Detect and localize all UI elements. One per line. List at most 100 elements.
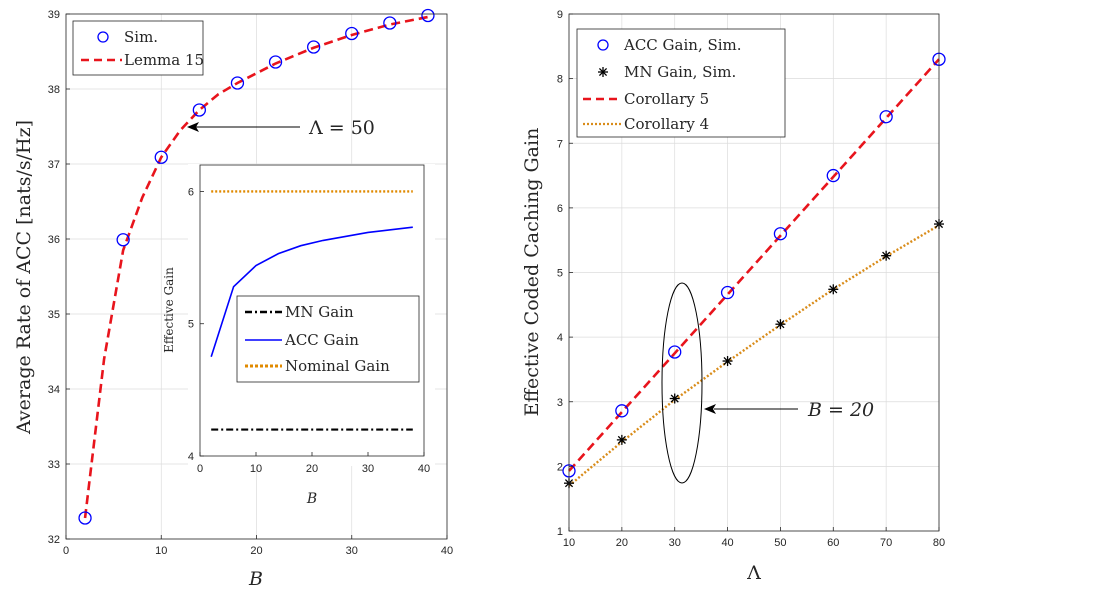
inset-x-tick-label: 40 xyxy=(418,463,430,475)
right-series-mn-gain-sim-point xyxy=(828,284,839,295)
legend-corollary5-label: Corollary 5 xyxy=(624,90,709,108)
inset-x-axis-label: B xyxy=(306,491,317,507)
inset-legend: MN Gain ACC Gain Nominal Gain xyxy=(236,295,420,383)
left-series-sim-point xyxy=(230,76,245,90)
legend-mn-sim-label: MN Gain, Sim. xyxy=(624,63,736,81)
inset-y-tick-label: 4 xyxy=(188,451,194,463)
right-series-mn-gain-sim-point xyxy=(775,319,786,330)
left-y-tick-label: 33 xyxy=(48,459,60,471)
right-x-tick-label: 60 xyxy=(827,537,839,549)
legend-lemma-label: Lemma 15 xyxy=(124,51,204,69)
right-x-tick-label: 80 xyxy=(933,537,945,549)
legend-sim-marker xyxy=(97,31,109,43)
legend-acc-sim-label: ACC Gain, Sim. xyxy=(623,36,742,54)
left-y-tick-label: 36 xyxy=(48,234,60,246)
right-series-mn-gain-sim-point-stroke xyxy=(617,435,626,444)
left-series-sim-point xyxy=(383,16,397,30)
inset-x-tick-label: 30 xyxy=(362,463,374,475)
legend-sim-label: Sim. xyxy=(124,28,158,46)
right-series-mn-gain-sim-point xyxy=(669,393,680,404)
lambda-arrow-head xyxy=(187,122,199,132)
left-x-tick-label: 10 xyxy=(155,545,167,557)
right-y-tick-label: 7 xyxy=(557,138,563,150)
left-x-ticks: 0 10 20 30 40 xyxy=(63,535,453,557)
right-y-tick-label: 1 xyxy=(557,526,563,538)
legend-acc-sim-marker xyxy=(597,39,609,51)
right-series-acc-gain-sim-point xyxy=(826,168,840,183)
left-y-tick-label: 38 xyxy=(48,84,60,96)
right-series-corollary-4-line xyxy=(568,224,940,487)
left-x-tick-label: 30 xyxy=(346,545,358,557)
right-series-acc-gain-sim-point xyxy=(879,110,893,124)
inset-legend-box xyxy=(236,295,420,383)
left-series-sim-point xyxy=(306,40,321,54)
right-y-ticks: 1 2 3 4 5 6 7 8 9 xyxy=(557,9,573,538)
inset-series xyxy=(210,190,413,431)
left-x-tick-label: 40 xyxy=(441,545,453,557)
inset-x-tick-label: 20 xyxy=(306,463,318,475)
lambda-annotation-text: Λ = 50 xyxy=(308,117,375,139)
left-series-sim-point xyxy=(154,150,168,164)
inset-y-axis-label: Effective Gain xyxy=(162,267,176,353)
right-chart: 10 20 30 40 50 60 70 80 1 2 3 4 5 6 7 8 9 Effective Cod… xyxy=(521,9,946,584)
legend-corollary4-label: Corollary 4 xyxy=(624,115,709,133)
right-x-tick-label: 10 xyxy=(563,537,575,549)
left-series-sim-point xyxy=(192,103,207,117)
right-series-mn-gain-sim-point xyxy=(722,356,733,367)
right-series-acc-gain-sim-point xyxy=(615,404,629,418)
right-y-tick-label: 5 xyxy=(557,268,563,280)
inset-x-ticks: 0 10 20 30 40 xyxy=(197,452,430,475)
right-y-tick-label: 2 xyxy=(557,461,563,473)
right-series-corollary-5-line xyxy=(568,58,940,472)
inset-legend-nominal-label: Nominal Gain xyxy=(285,357,390,375)
left-y-ticks: 32 33 34 35 36 37 38 39 xyxy=(48,9,70,546)
left-series xyxy=(78,8,435,525)
right-annotation: B = 20 xyxy=(661,282,874,484)
right-x-tick-label: 50 xyxy=(774,537,786,549)
b20-arrow-head xyxy=(704,404,716,414)
right-x-tick-label: 70 xyxy=(880,537,892,549)
right-y-tick-label: 4 xyxy=(557,332,563,344)
left-legend-box xyxy=(72,20,204,76)
right-series-acc-gain-sim-point xyxy=(668,345,682,359)
left-y-tick-label: 35 xyxy=(48,309,60,321)
right-series-acc-gain-sim-point xyxy=(720,285,735,300)
left-x-axis-label: B xyxy=(248,568,263,590)
right-y-axis-label: Effective Coded Caching Gain xyxy=(521,128,543,417)
right-series-mn-gain-sim-point xyxy=(881,250,892,261)
right-series-mn-gain-sim-point-stroke xyxy=(723,356,732,366)
left-series-sim-point xyxy=(78,511,92,525)
left-annotation: Λ = 50 xyxy=(187,117,375,139)
left-series-sim-point xyxy=(345,26,359,41)
inset-x-tick-label: 0 xyxy=(197,463,203,475)
left-legend: Sim. Lemma 15 xyxy=(72,20,204,76)
inset-chart: 0 10 20 30 40 4 5 6 Effective Gain B MN Gain A… xyxy=(162,164,435,507)
left-series-sim-point xyxy=(268,55,283,69)
right-series-mn-gain-sim-point xyxy=(616,434,627,445)
inset-series-acc-gain-line xyxy=(210,226,413,358)
right-legend-box xyxy=(576,28,786,138)
left-series-sim-point xyxy=(421,8,435,23)
inset-legend-acc-label: ACC Gain xyxy=(284,331,359,349)
right-x-tick-label: 40 xyxy=(721,537,733,549)
left-y-tick-label: 34 xyxy=(48,384,60,396)
left-series-lemma-15-line xyxy=(83,15,429,519)
right-series-mn-gain-sim-point-stroke xyxy=(829,285,838,294)
right-legend: ACC Gain, Sim. MN Gain, Sim. Corollary 5… xyxy=(576,28,786,138)
right-series-acc-gain-sim-point xyxy=(773,227,788,241)
left-y-tick-label: 37 xyxy=(48,159,60,171)
inset-y-tick-label: 5 xyxy=(188,319,194,331)
right-y-tick-label: 3 xyxy=(557,397,563,409)
right-series-mn-gain-sim-point-stroke xyxy=(882,251,891,260)
b20-ellipse xyxy=(661,282,703,484)
right-y-tick-label: 6 xyxy=(557,203,563,215)
left-x-tick-label: 20 xyxy=(250,545,262,557)
left-series-sim-point xyxy=(116,233,130,247)
inset-x-tick-label: 10 xyxy=(250,463,262,475)
right-y-tick-label: 9 xyxy=(557,9,563,21)
left-x-tick-label: 0 xyxy=(63,545,69,557)
inset-legend-mn-label: MN Gain xyxy=(285,303,354,321)
inset-y-ticks: 4 5 6 xyxy=(188,186,204,463)
